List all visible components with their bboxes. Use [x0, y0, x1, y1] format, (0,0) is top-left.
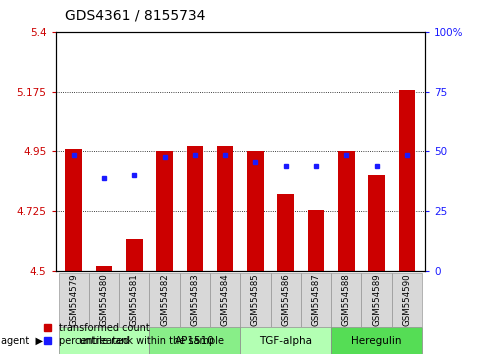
Bar	[119, 273, 149, 327]
Text: Heregulin: Heregulin	[351, 336, 402, 346]
Text: GSM554583: GSM554583	[190, 274, 199, 326]
Bar	[368, 175, 385, 271]
Text: GSM554579: GSM554579	[69, 274, 78, 326]
Bar	[186, 146, 203, 271]
Bar	[210, 273, 241, 327]
Bar	[398, 90, 415, 271]
Bar	[217, 146, 233, 271]
Bar	[65, 149, 82, 271]
Text: GSM554587: GSM554587	[312, 274, 321, 326]
Bar	[149, 273, 180, 327]
Bar	[156, 151, 173, 271]
Bar	[361, 273, 392, 327]
Bar	[301, 273, 331, 327]
Text: GSM554585: GSM554585	[251, 274, 260, 326]
Text: GSM554581: GSM554581	[130, 274, 139, 326]
Bar	[96, 266, 113, 271]
Text: agent  ▶: agent ▶	[1, 336, 43, 346]
Bar	[247, 151, 264, 271]
Text: GDS4361 / 8155734: GDS4361 / 8155734	[65, 9, 206, 23]
Bar	[58, 273, 89, 327]
Bar	[241, 273, 270, 327]
Bar	[149, 327, 241, 354]
Text: GSM554580: GSM554580	[99, 274, 109, 326]
Bar	[331, 273, 361, 327]
Text: GSM554586: GSM554586	[281, 274, 290, 326]
Text: GSM554589: GSM554589	[372, 274, 381, 326]
Bar	[338, 151, 355, 271]
Legend: transformed count, percentile rank within the sample: transformed count, percentile rank withi…	[43, 323, 224, 346]
Bar	[126, 239, 142, 271]
Text: TGF-alpha: TGF-alpha	[259, 336, 312, 346]
Bar	[89, 273, 119, 327]
Bar	[331, 327, 422, 354]
Text: GSM554590: GSM554590	[402, 274, 412, 326]
Bar	[241, 327, 331, 354]
Bar	[277, 194, 294, 271]
Bar	[270, 273, 301, 327]
Bar	[180, 273, 210, 327]
Text: untreated: untreated	[78, 336, 130, 346]
Bar	[308, 210, 325, 271]
Text: AP1510: AP1510	[175, 336, 215, 346]
Text: GSM554582: GSM554582	[160, 274, 169, 326]
Text: GSM554584: GSM554584	[221, 274, 229, 326]
Bar	[392, 273, 422, 327]
Bar	[58, 327, 149, 354]
Text: GSM554588: GSM554588	[342, 274, 351, 326]
